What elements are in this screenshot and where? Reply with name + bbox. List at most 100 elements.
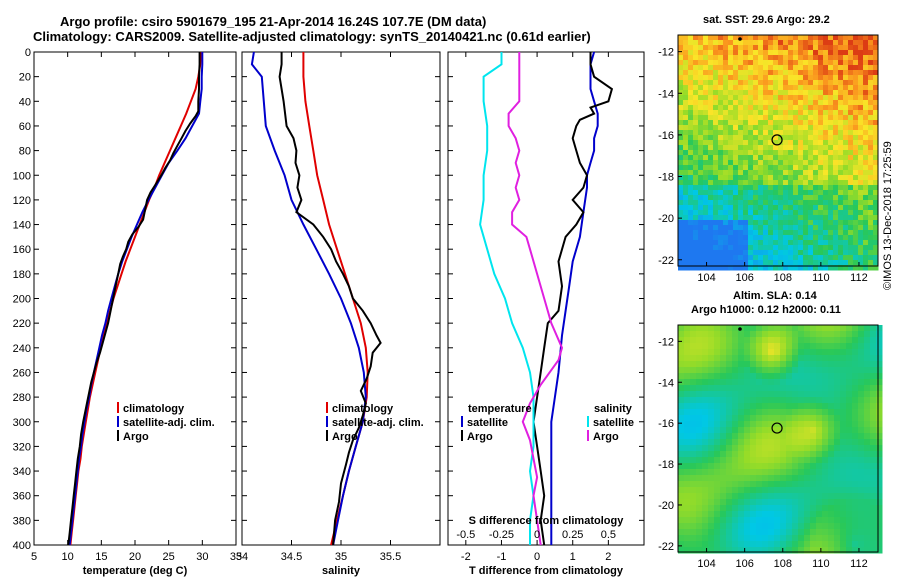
map-cell — [840, 535, 847, 542]
map-cell — [858, 125, 864, 131]
map-cell — [834, 511, 841, 518]
map-cell — [678, 245, 684, 251]
map-cell — [720, 469, 727, 476]
map-cell — [788, 65, 794, 71]
map-cell — [683, 175, 689, 181]
map-cell — [738, 240, 744, 246]
map-cell — [698, 190, 704, 196]
map-cell — [698, 170, 704, 176]
map-cell — [863, 105, 869, 111]
map-frame-sla_map — [677, 324, 879, 553]
map-cell — [840, 409, 847, 416]
map-cell — [744, 397, 751, 404]
map-cell — [750, 463, 757, 470]
map-cell — [732, 535, 739, 542]
map-cell — [693, 230, 699, 236]
map-cell — [758, 170, 764, 176]
map-cell — [823, 70, 829, 76]
map-cell — [708, 245, 714, 251]
map-cell — [733, 105, 739, 111]
map-cell — [828, 385, 835, 392]
map-cell — [804, 511, 811, 518]
map-cell — [696, 409, 703, 416]
map-cell — [778, 55, 784, 61]
map-cell — [853, 190, 859, 196]
map-cell — [748, 265, 754, 271]
map-cell — [688, 125, 694, 131]
map-cell — [718, 60, 724, 66]
map-cell — [810, 379, 817, 386]
map-cell — [738, 40, 744, 46]
map-cell — [858, 75, 864, 81]
map-cell — [838, 265, 844, 271]
map-cell — [698, 50, 704, 56]
map-cell — [688, 250, 694, 256]
map-cell — [810, 475, 817, 482]
map-cell — [684, 427, 691, 434]
map-cell — [718, 155, 724, 161]
map-cell — [810, 397, 817, 404]
map-cell — [728, 205, 734, 211]
map-cell — [718, 210, 724, 216]
map-cell — [822, 325, 829, 332]
map-cell — [738, 409, 745, 416]
map-cell — [858, 235, 864, 241]
map-cell — [792, 325, 799, 332]
map-cell — [810, 337, 817, 344]
map-cell — [683, 105, 689, 111]
map-cell — [756, 511, 763, 518]
map-cell — [683, 185, 689, 191]
map-cell — [698, 165, 704, 171]
map-cell — [756, 373, 763, 380]
map-cell — [750, 445, 757, 452]
map-cell — [698, 250, 704, 256]
map-cell — [810, 421, 817, 428]
map-cell — [753, 45, 759, 51]
map-cell — [853, 210, 859, 216]
map-cell — [720, 451, 727, 458]
map-cell — [846, 385, 853, 392]
map-cell — [834, 535, 841, 542]
map-cell — [840, 379, 847, 386]
map-cell — [873, 265, 879, 271]
map-cell — [723, 60, 729, 66]
map-cell — [858, 240, 864, 246]
x-tick-label: 35 — [230, 551, 242, 563]
map-cell — [683, 195, 689, 201]
map-cell — [773, 55, 779, 61]
map-cell — [864, 349, 871, 356]
map-cell — [738, 433, 745, 440]
map-cell — [803, 175, 809, 181]
map-cell — [834, 373, 841, 380]
map-cell — [688, 260, 694, 266]
map-cell — [703, 105, 709, 111]
map-cell — [726, 475, 733, 482]
map-cell — [840, 343, 847, 350]
map-cell — [788, 225, 794, 231]
map-cell — [868, 45, 874, 51]
map-cell — [738, 95, 744, 101]
map-cell — [803, 155, 809, 161]
map-cell — [773, 130, 779, 136]
map-cell — [763, 165, 769, 171]
map-cell — [696, 547, 703, 554]
map-cell — [738, 535, 745, 542]
map-cell — [720, 367, 727, 374]
map-cell — [714, 355, 721, 362]
map-cell — [833, 250, 839, 256]
map-cell — [873, 55, 879, 61]
map-cell — [803, 35, 809, 41]
map-cell — [743, 50, 749, 56]
map-cell — [810, 517, 817, 524]
map-cell — [733, 210, 739, 216]
map-cell — [748, 115, 754, 121]
map-cell — [756, 433, 763, 440]
map-cell — [738, 165, 744, 171]
map-cell — [693, 100, 699, 106]
map-cell — [840, 367, 847, 374]
map-cell — [793, 195, 799, 201]
map-cell — [833, 130, 839, 136]
map-cell — [783, 160, 789, 166]
map-x-tick-label: 106 — [735, 558, 753, 570]
